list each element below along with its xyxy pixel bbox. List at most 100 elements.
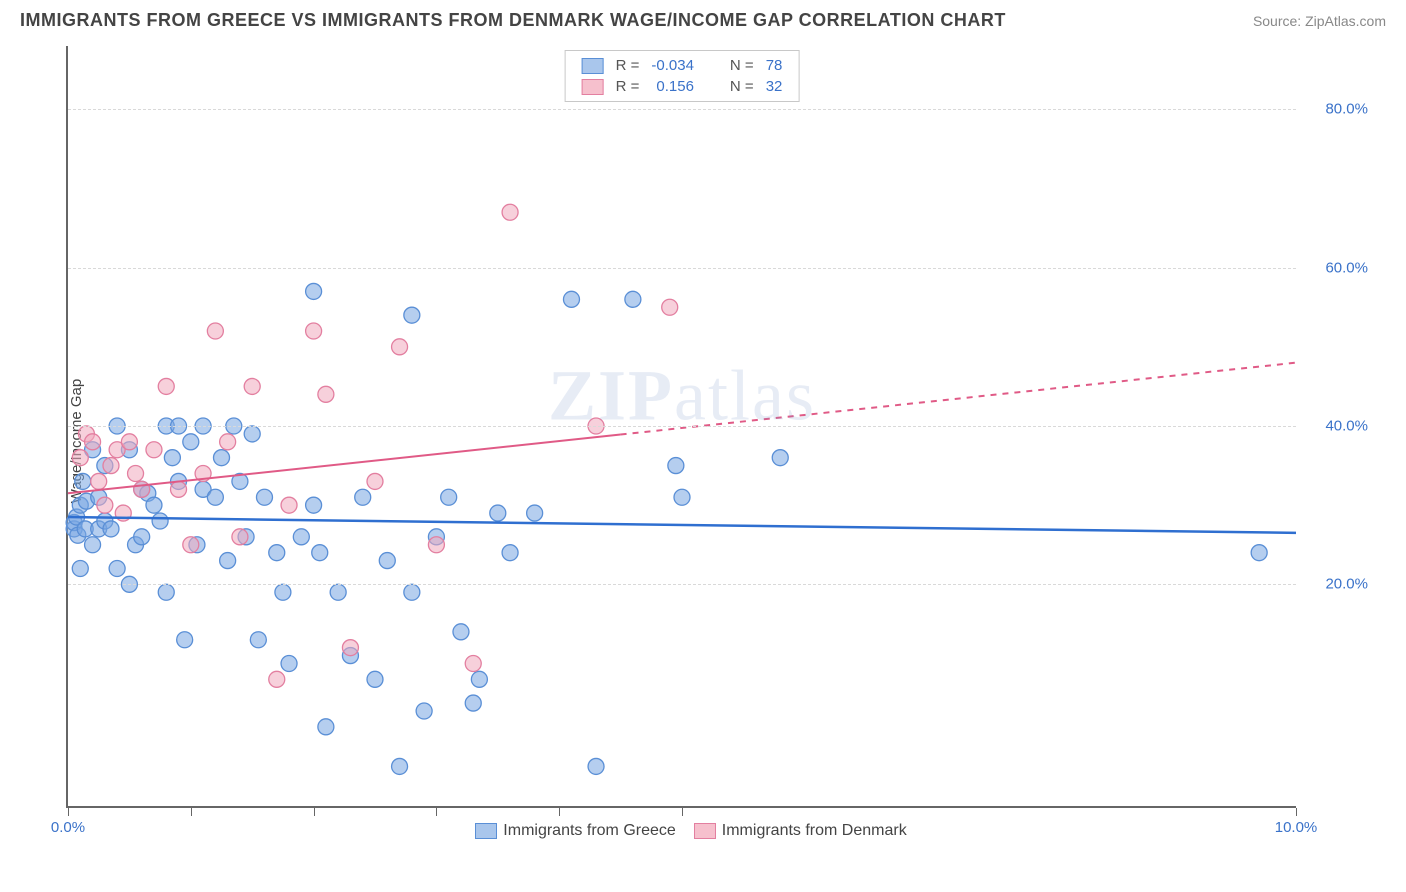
point-denmark bbox=[269, 671, 285, 687]
point-greece bbox=[441, 489, 457, 505]
legend-swatch bbox=[694, 823, 716, 839]
x-tick bbox=[436, 808, 437, 816]
point-greece bbox=[72, 561, 88, 577]
point-denmark bbox=[502, 204, 518, 220]
trendline-denmark-dashed bbox=[621, 363, 1296, 435]
legend-swatch bbox=[475, 823, 497, 839]
point-greece bbox=[183, 434, 199, 450]
legend-series-label: Immigrants from Greece bbox=[503, 822, 675, 839]
point-greece bbox=[563, 291, 579, 307]
point-greece bbox=[152, 513, 168, 529]
legend-n-value: 32 bbox=[760, 76, 789, 97]
point-greece bbox=[453, 624, 469, 640]
point-denmark bbox=[220, 434, 236, 450]
x-tick bbox=[191, 808, 192, 816]
point-denmark bbox=[97, 497, 113, 513]
point-greece bbox=[256, 489, 272, 505]
point-greece bbox=[306, 283, 322, 299]
point-greece bbox=[490, 505, 506, 521]
point-denmark bbox=[306, 323, 322, 339]
point-greece bbox=[355, 489, 371, 505]
point-greece bbox=[312, 545, 328, 561]
x-tick bbox=[1296, 808, 1297, 816]
point-greece bbox=[318, 719, 334, 735]
legend-series-label: Immigrants from Denmark bbox=[722, 822, 907, 839]
legend-swatch bbox=[582, 79, 604, 95]
point-greece bbox=[379, 553, 395, 569]
point-denmark bbox=[662, 299, 678, 315]
y-tick-label: 80.0% bbox=[1308, 101, 1368, 118]
point-greece bbox=[668, 458, 684, 474]
point-greece bbox=[281, 656, 297, 672]
point-greece bbox=[416, 703, 432, 719]
point-greece bbox=[392, 758, 408, 774]
point-greece bbox=[502, 545, 518, 561]
point-greece bbox=[85, 537, 101, 553]
point-greece bbox=[103, 521, 119, 537]
y-tick-label: 40.0% bbox=[1308, 418, 1368, 435]
point-denmark bbox=[128, 466, 144, 482]
point-greece bbox=[367, 671, 383, 687]
point-denmark bbox=[244, 378, 260, 394]
point-denmark bbox=[91, 473, 107, 489]
legend-stats: R =-0.034N =78R =0.156N =32 bbox=[565, 50, 800, 102]
point-greece bbox=[250, 632, 266, 648]
point-greece bbox=[772, 450, 788, 466]
point-greece bbox=[109, 561, 125, 577]
point-greece bbox=[465, 695, 481, 711]
point-denmark bbox=[428, 537, 444, 553]
y-tick-label: 60.0% bbox=[1308, 259, 1368, 276]
point-greece bbox=[588, 758, 604, 774]
point-greece bbox=[269, 545, 285, 561]
x-tick bbox=[682, 808, 683, 816]
x-tick bbox=[559, 808, 560, 816]
legend-series: Immigrants from Greece Immigrants from De… bbox=[68, 822, 1296, 840]
point-denmark bbox=[465, 656, 481, 672]
point-greece bbox=[625, 291, 641, 307]
point-greece bbox=[471, 671, 487, 687]
x-tick-label: 10.0% bbox=[1275, 819, 1318, 836]
point-denmark bbox=[183, 537, 199, 553]
point-denmark bbox=[367, 473, 383, 489]
legend-swatch bbox=[582, 58, 604, 74]
plot-area: ZIPatlas R =-0.034N =78R =0.156N =32 Imm… bbox=[66, 46, 1296, 808]
x-tick-label: 0.0% bbox=[51, 819, 85, 836]
point-greece bbox=[404, 307, 420, 323]
point-denmark bbox=[207, 323, 223, 339]
point-greece bbox=[293, 529, 309, 545]
point-denmark bbox=[72, 450, 88, 466]
point-greece bbox=[75, 473, 91, 489]
page-title: IMMIGRANTS FROM GREECE VS IMMIGRANTS FRO… bbox=[20, 10, 1006, 31]
point-denmark bbox=[232, 529, 248, 545]
gridline bbox=[68, 426, 1296, 427]
point-greece bbox=[214, 450, 230, 466]
point-greece bbox=[275, 584, 291, 600]
point-denmark bbox=[103, 458, 119, 474]
legend-r-label: R = bbox=[610, 55, 646, 76]
point-denmark bbox=[85, 434, 101, 450]
legend-n-label: N = bbox=[724, 76, 760, 97]
point-greece bbox=[177, 632, 193, 648]
point-denmark bbox=[121, 434, 137, 450]
point-greece bbox=[164, 450, 180, 466]
x-tick bbox=[68, 808, 69, 816]
point-denmark bbox=[281, 497, 297, 513]
gridline bbox=[68, 268, 1296, 269]
point-greece bbox=[1251, 545, 1267, 561]
point-greece bbox=[674, 489, 690, 505]
source-label: Source: ZipAtlas.com bbox=[1253, 13, 1386, 29]
point-denmark bbox=[392, 339, 408, 355]
trendline-greece bbox=[68, 517, 1296, 533]
point-greece bbox=[306, 497, 322, 513]
point-denmark bbox=[146, 442, 162, 458]
legend-r-label: R = bbox=[610, 76, 646, 97]
point-denmark bbox=[342, 640, 358, 656]
legend-r-value: -0.034 bbox=[645, 55, 700, 76]
point-greece bbox=[146, 497, 162, 513]
point-denmark bbox=[318, 386, 334, 402]
point-greece bbox=[158, 584, 174, 600]
point-greece bbox=[330, 584, 346, 600]
point-denmark bbox=[158, 378, 174, 394]
x-tick bbox=[314, 808, 315, 816]
point-greece bbox=[244, 426, 260, 442]
